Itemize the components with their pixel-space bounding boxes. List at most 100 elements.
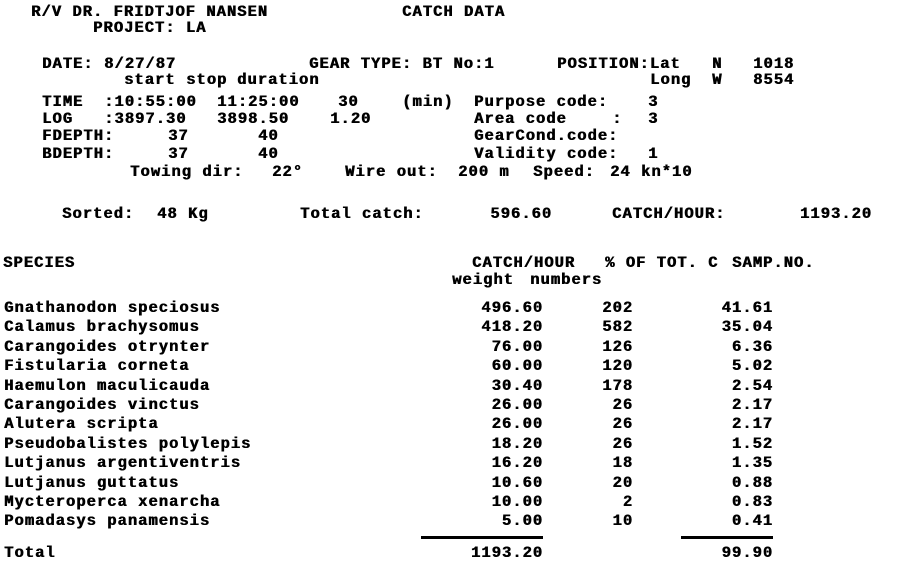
vessel-name: R/V DR. FRIDTJOF NANSEN xyxy=(31,3,268,21)
total-row-label: Total xyxy=(4,544,56,562)
species-pct: 2.17 xyxy=(731,395,773,414)
speed-label: Speed: xyxy=(533,163,595,181)
species-pct: 5.02 xyxy=(731,357,773,376)
time-start: :10:55:00 xyxy=(104,93,197,111)
species-name: Mycteroperca xenarcha xyxy=(4,492,221,511)
purpose-code-label: Purpose code: xyxy=(474,93,608,111)
species-table-body: Gnathanodon speciosus 496.60 202 41.61 Calam… xyxy=(0,299,900,532)
time-stop: 11:25:00 xyxy=(217,93,300,111)
species-numbers: 20 xyxy=(612,473,633,492)
species-pct: 35.04 xyxy=(721,318,773,337)
species-pct: 41.61 xyxy=(721,299,773,317)
species-weight: 26.00 xyxy=(491,415,543,434)
log-label: LOG xyxy=(42,110,73,128)
catch-per-hour-label: CATCH/HOUR: xyxy=(612,205,726,223)
lat-value: 1018 xyxy=(753,55,795,73)
species-weight: 418.20 xyxy=(481,318,543,337)
bdepth-start: 37 xyxy=(168,145,189,163)
column-header-pct-total: % OF TOT. C xyxy=(605,254,719,272)
wire-out-value: 200 m xyxy=(458,163,510,181)
species-numbers: 202 xyxy=(602,299,633,317)
species-weight: 10.60 xyxy=(491,473,543,492)
col-stop-label: stop xyxy=(186,71,228,89)
validity-code-value: 1 xyxy=(648,145,659,163)
fdepth-stop: 40 xyxy=(258,127,279,145)
area-code-value: 3 xyxy=(648,110,659,128)
species-weight: 76.00 xyxy=(491,337,543,356)
report-title: CATCH DATA xyxy=(402,3,506,21)
species-weight: 5.00 xyxy=(501,512,543,531)
total-catch-label: Total catch: xyxy=(300,205,424,223)
sorted-label: Sorted: xyxy=(62,205,135,223)
species-name: Pseudobalistes polylepis xyxy=(4,434,252,453)
area-code-colon: : xyxy=(612,110,623,128)
species-numbers: 10 xyxy=(612,512,633,531)
species-pct: 0.41 xyxy=(731,512,773,531)
duration-unit: (min) xyxy=(402,93,454,111)
towing-dir-value: 22° xyxy=(272,163,303,181)
subheader-weight: weight xyxy=(452,271,514,289)
date-value: 8/27/87 xyxy=(104,55,177,73)
table-row: Fistularia corneta 60.00 120 5.02 xyxy=(0,357,900,376)
wire-out-label: Wire out: xyxy=(345,163,438,181)
table-row: Gnathanodon speciosus 496.60 202 41.61 xyxy=(0,299,900,318)
bdepth-stop: 40 xyxy=(258,145,279,163)
gear-type: GEAR TYPE: BT No:1 xyxy=(309,55,495,73)
species-weight: 30.40 xyxy=(491,376,543,395)
species-name: Haemulon maculicauda xyxy=(4,376,211,395)
subheader-numbers: numbers xyxy=(530,271,603,289)
species-pct: 0.88 xyxy=(731,473,773,492)
bdepth-label: BDEPTH: xyxy=(42,145,115,163)
table-row: Pomadasys panamensis 5.00 10 0.41 xyxy=(0,512,900,531)
species-weight: 496.60 xyxy=(481,299,543,317)
species-numbers: 26 xyxy=(612,434,633,453)
species-name: Calamus brachysomus xyxy=(4,318,200,337)
purpose-code-value: 3 xyxy=(648,93,659,111)
total-weight-value: 1193.20 xyxy=(421,536,543,561)
species-numbers: 126 xyxy=(602,337,633,356)
table-row: Pseudobalistes polylepis 18.20 26 1.52 xyxy=(0,435,900,454)
speed-value: 24 kn*10 xyxy=(610,163,693,181)
species-name: Carangoides vinctus xyxy=(4,395,200,414)
species-pct: 1.52 xyxy=(731,434,773,453)
log-start: :3897.30 xyxy=(104,110,187,128)
col-start-label: start xyxy=(124,71,176,89)
column-header-catch-hour: CATCH/HOUR xyxy=(472,254,576,272)
species-numbers: 582 xyxy=(602,318,633,337)
species-name: Lutjanus argentiventris xyxy=(4,454,241,473)
validity-code-label: Validity code: xyxy=(474,145,619,163)
log-stop: 3898.50 xyxy=(217,110,290,128)
species-weight: 18.20 xyxy=(491,434,543,453)
fdepth-start: 37 xyxy=(168,127,189,145)
species-pct: 1.35 xyxy=(731,454,773,473)
species-pct: 2.17 xyxy=(731,415,773,434)
total-catch-value: 596.60 xyxy=(490,205,552,223)
log-distance: 1.20 xyxy=(330,110,372,128)
species-name: Gnathanodon speciosus xyxy=(4,299,221,317)
date-label: DATE: xyxy=(42,55,94,73)
species-numbers: 120 xyxy=(602,357,633,376)
species-numbers: 178 xyxy=(602,376,633,395)
catch-per-hour-value: 1193.20 xyxy=(799,205,872,223)
position-lat-label: POSITION:Lat xyxy=(557,55,681,73)
species-name: Pomadasys panamensis xyxy=(4,512,211,531)
col-duration-label: duration xyxy=(237,71,320,89)
table-row: Alutera scripta 26.00 26 2.17 xyxy=(0,415,900,434)
species-weight: 26.00 xyxy=(491,395,543,414)
species-weight: 16.20 xyxy=(491,454,543,473)
species-name: Alutera scripta xyxy=(4,415,159,434)
project-label: PROJECT: LA xyxy=(93,19,207,37)
species-name: Fistularia corneta xyxy=(4,357,190,376)
area-code-label: Area code xyxy=(474,110,567,128)
time-label: TIME xyxy=(42,93,84,111)
lat-hemisphere: N xyxy=(712,55,723,73)
table-row: Calamus brachysomus 418.20 582 35.04 xyxy=(0,318,900,337)
species-numbers: 26 xyxy=(612,415,633,434)
table-row: Mycteroperca xenarcha 10.00 2 0.83 xyxy=(0,493,900,512)
species-numbers: 18 xyxy=(612,454,633,473)
species-numbers: 2 xyxy=(622,492,633,511)
column-header-species: SPECIES xyxy=(3,254,76,272)
species-name: Carangoides otrynter xyxy=(4,337,211,356)
fdepth-label: FDEPTH: xyxy=(42,127,115,145)
